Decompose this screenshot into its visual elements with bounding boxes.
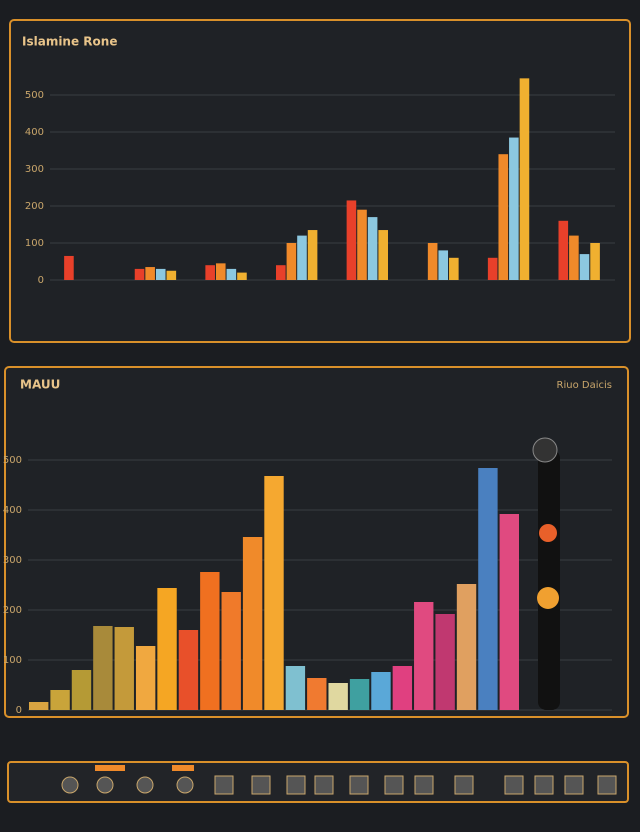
- bar: [93, 626, 113, 710]
- top-panel: [9, 19, 631, 343]
- bar: [435, 614, 455, 710]
- bar: [456, 584, 477, 710]
- bar: [487, 257, 498, 280]
- bar: [264, 476, 284, 710]
- bar: [166, 270, 177, 280]
- y-tick-label: 300: [25, 164, 44, 175]
- bar: [226, 268, 237, 280]
- bar: [590, 243, 600, 280]
- bar: [499, 514, 519, 710]
- bar: [71, 670, 92, 710]
- bar: [286, 243, 297, 280]
- bar: [328, 683, 348, 710]
- y-tick-label: 500: [3, 455, 22, 466]
- bar: [414, 602, 434, 710]
- bar: [50, 690, 70, 710]
- y-tick-label: 100: [3, 655, 22, 666]
- bar: [392, 666, 413, 710]
- y-tick-label: 200: [3, 605, 22, 616]
- bar: [134, 268, 145, 280]
- bar: [346, 200, 357, 280]
- chart-subtitle: Riuo Daicis: [557, 380, 612, 391]
- y-tick-label: 500: [25, 90, 44, 101]
- bar: [205, 265, 215, 280]
- y-tick-label: 200: [25, 201, 44, 212]
- y-tick-label: 100: [25, 238, 44, 249]
- bar: [135, 646, 156, 710]
- bar: [478, 468, 498, 710]
- y-tick-label: 0: [38, 275, 44, 286]
- bar: [378, 230, 388, 280]
- bar: [276, 265, 286, 280]
- bar: [215, 263, 226, 280]
- bar: [509, 137, 519, 280]
- bar: [519, 78, 530, 280]
- bar: [449, 257, 459, 280]
- y-tick-label: 0: [16, 705, 22, 716]
- slider-control: [532, 437, 560, 710]
- bar: [307, 230, 318, 280]
- bar: [438, 250, 449, 280]
- chart-title: MAUU: [20, 378, 60, 392]
- footer-strip: [7, 761, 629, 803]
- bar: [221, 592, 241, 710]
- bar: [427, 243, 438, 280]
- bar: [349, 679, 370, 710]
- bar: [367, 217, 378, 280]
- bar: [569, 235, 579, 280]
- bar: [237, 272, 247, 280]
- bar: [157, 588, 177, 710]
- y-tick-label: 300: [3, 555, 22, 566]
- bar: [498, 154, 509, 280]
- chart-title: Islamine Rone: [22, 35, 117, 49]
- bar: [178, 630, 199, 710]
- bar: [307, 678, 327, 710]
- bar: [558, 220, 569, 280]
- bar: [155, 268, 166, 280]
- y-tick-label: 400: [3, 505, 22, 516]
- bar: [242, 537, 263, 710]
- bar: [145, 267, 155, 280]
- bar: [357, 209, 367, 280]
- bar: [371, 672, 391, 710]
- bar: [285, 666, 306, 710]
- y-tick-label: 400: [25, 127, 44, 138]
- bar: [114, 627, 134, 710]
- bar: [579, 254, 590, 280]
- bar: [29, 702, 49, 710]
- bar: [297, 235, 307, 280]
- bar: [200, 572, 220, 710]
- bar: [64, 255, 74, 280]
